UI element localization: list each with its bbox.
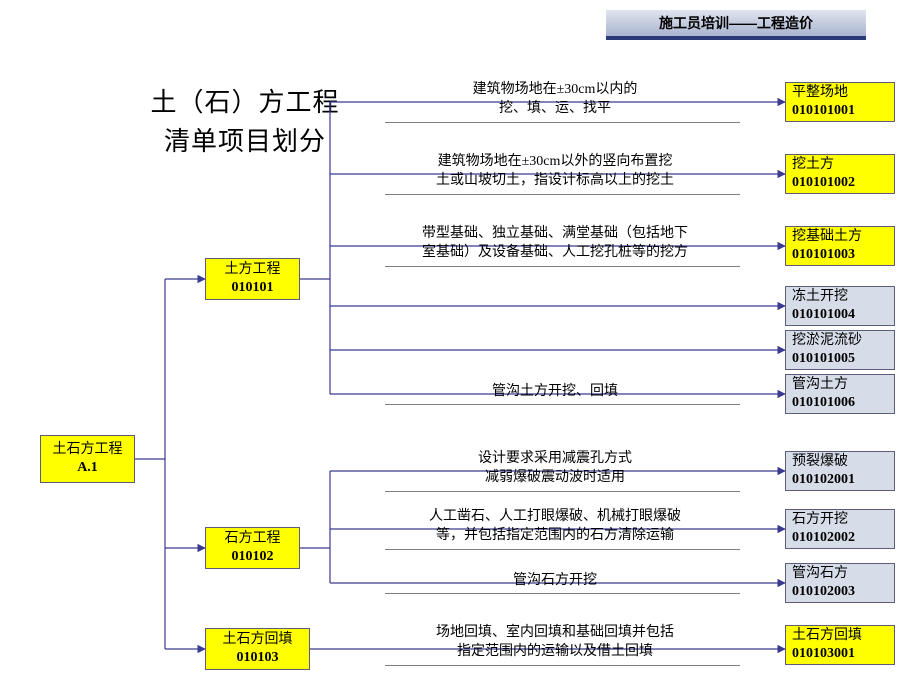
edge-description: 场地回填、室内回填和基础回填并包括 指定范围内的运输以及借土回填	[355, 624, 755, 662]
desc-underline	[385, 122, 740, 123]
l2c-title: 土石方回填	[206, 631, 309, 649]
level2-node-backfill: 土石方回填 010103	[205, 628, 310, 670]
leaf-node: 管沟土方010101006	[785, 374, 895, 414]
header-banner: 施工员培训——工程造价	[606, 10, 866, 40]
title-line1: 土（石）方工程	[150, 88, 339, 117]
leaf-node: 石方开挖010102002	[785, 509, 895, 549]
l2c-code: 010103	[206, 649, 309, 667]
leaf-title: 冻土开挖	[792, 288, 894, 306]
leaf-title: 土石方回填	[792, 627, 894, 645]
leaf-code: 010101006	[792, 394, 894, 412]
leaf-title: 挖淤泥流砂	[792, 332, 894, 350]
root-node: 土石方工程 A.1	[40, 435, 135, 483]
desc-underline	[385, 194, 740, 195]
leaf-node: 冻土开挖010101004	[785, 286, 895, 326]
leaf-title: 管沟石方	[792, 565, 894, 583]
leaf-title: 平整场地	[792, 84, 894, 102]
l2a-title: 土方工程	[206, 261, 299, 279]
leaf-node: 挖基础土方010101003	[785, 226, 895, 266]
desc-underline	[385, 665, 740, 666]
level2-node-earthwork: 土方工程 010101	[205, 258, 300, 300]
leaf-title: 挖土方	[792, 156, 894, 174]
leaf-node: 预裂爆破010102001	[785, 451, 895, 491]
leaf-node: 挖土方010101002	[785, 154, 895, 194]
level2-node-rockwork: 石方工程 010102	[205, 527, 300, 569]
leaf-node: 土石方回填010103001	[785, 625, 895, 665]
desc-underline	[385, 549, 740, 550]
header-text: 施工员培训——工程造价	[659, 13, 813, 33]
leaf-node: 平整场地010101001	[785, 82, 895, 122]
leaf-title: 石方开挖	[792, 511, 894, 529]
leaf-title: 挖基础土方	[792, 228, 894, 246]
edge-description: 管沟石方开挖	[355, 572, 755, 591]
desc-underline	[385, 266, 740, 267]
leaf-code: 010101004	[792, 306, 894, 324]
leaf-node: 管沟石方010102003	[785, 563, 895, 603]
root-code: A.1	[41, 459, 134, 477]
desc-underline	[385, 491, 740, 492]
edge-description: 人工凿石、人工打眼爆破、机械打眼爆破 等，并包括指定范围内的石方清除运输	[355, 508, 755, 546]
l2b-title: 石方工程	[206, 530, 299, 548]
edge-description: 建筑物场地在±30cm以外的竖向布置挖 土或山坡切土，指设计标高以上的挖土	[355, 153, 755, 191]
leaf-code: 010102003	[792, 583, 894, 601]
edge-description: 设计要求采用减震孔方式 减弱爆破震动波时适用	[355, 450, 755, 488]
root-title: 土石方工程	[41, 441, 134, 459]
leaf-title: 管沟土方	[792, 376, 894, 394]
leaf-code: 010102001	[792, 471, 894, 489]
leaf-code: 010101002	[792, 174, 894, 192]
l2a-code: 010101	[206, 279, 299, 297]
page-title: 土（石）方工程 清单项目划分	[115, 83, 375, 161]
leaf-code: 010101005	[792, 350, 894, 368]
leaf-code: 010101003	[792, 246, 894, 264]
desc-underline	[385, 404, 740, 405]
desc-underline	[385, 593, 740, 594]
leaf-code: 010103001	[792, 645, 894, 663]
leaf-title: 预裂爆破	[792, 453, 894, 471]
leaf-code: 010101001	[792, 102, 894, 120]
leaf-node: 挖淤泥流砂010101005	[785, 330, 895, 370]
leaf-code: 010102002	[792, 529, 894, 547]
edge-description: 管沟土方开挖、回填	[355, 383, 755, 402]
edge-description: 建筑物场地在±30cm以内的 挖、填、运、找平	[355, 81, 755, 119]
edge-description: 带型基础、独立基础、满堂基础（包括地下 室基础）及设备基础、人工挖孔桩等的挖方	[355, 225, 755, 263]
title-line2: 清单项目划分	[164, 127, 326, 156]
l2b-code: 010102	[206, 548, 299, 566]
